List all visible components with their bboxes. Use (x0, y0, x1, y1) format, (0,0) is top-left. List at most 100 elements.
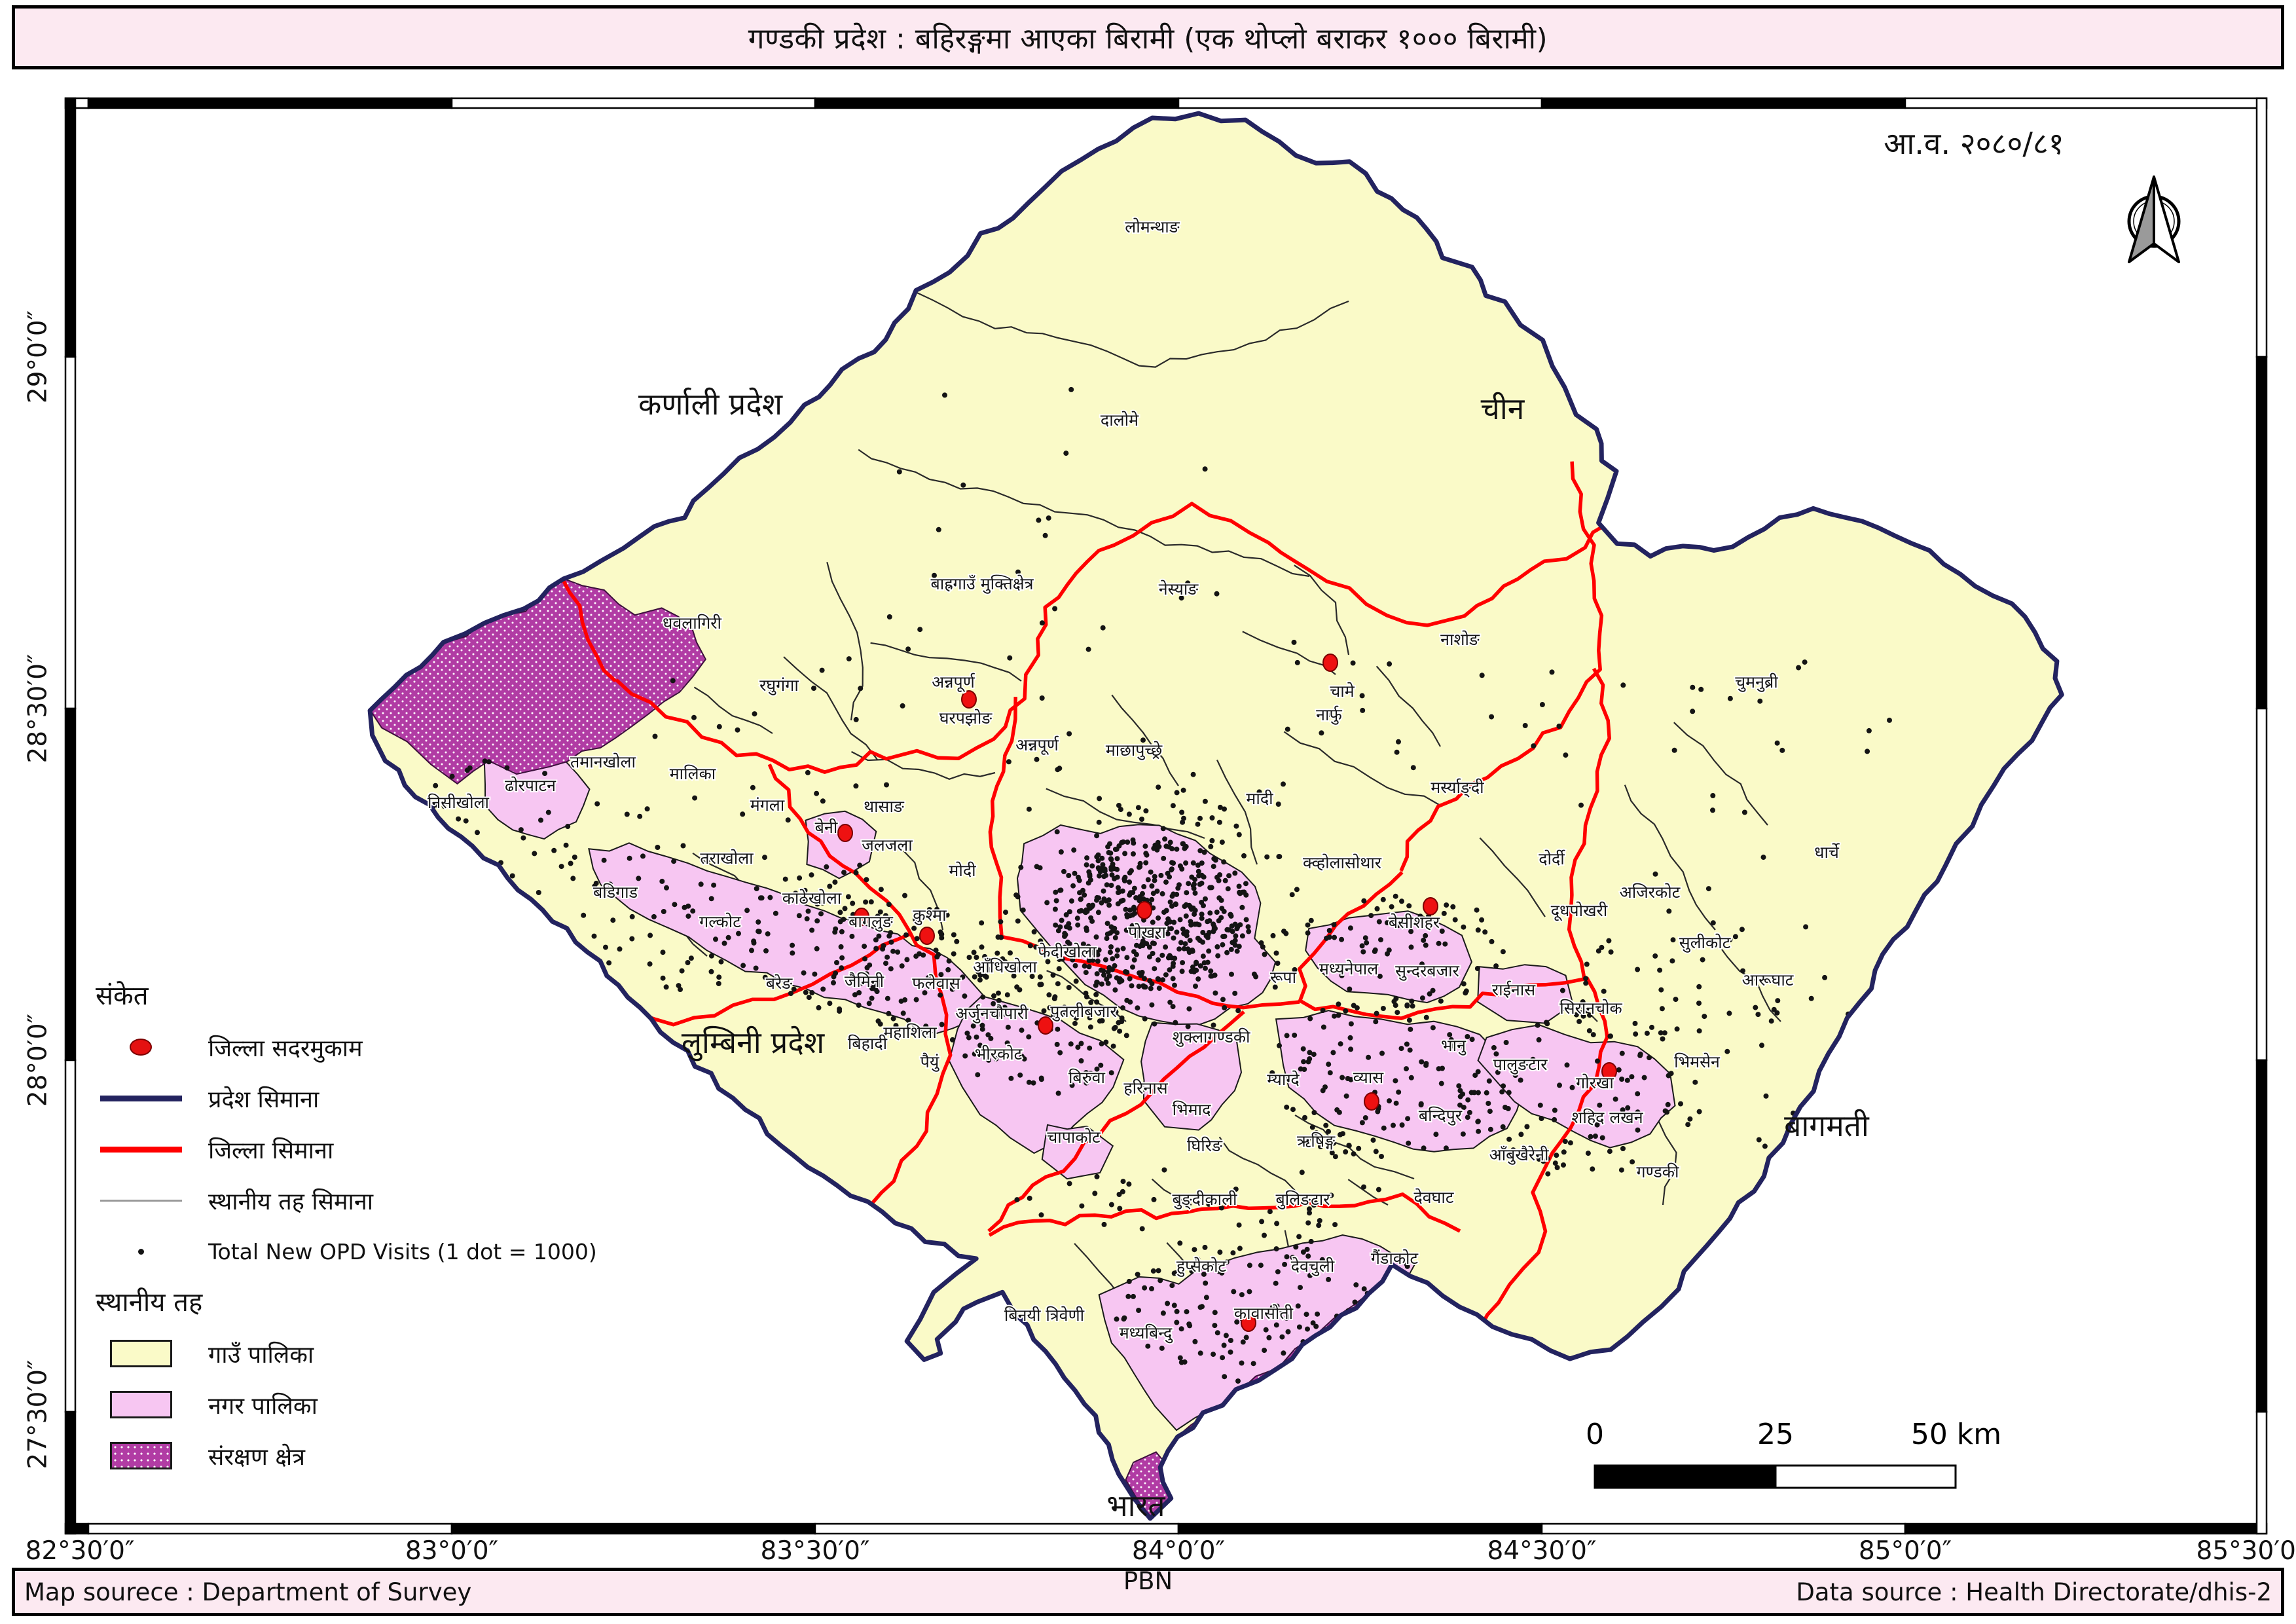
opd-visit-dots (415, 386, 1906, 1386)
map-label: धवलागिरी (663, 614, 721, 633)
map-label: सुन्दरबजार (1395, 961, 1459, 981)
map-label: बुलिङटार (1276, 1190, 1331, 1209)
map-label: नेस्याङ (1159, 580, 1199, 599)
map-label: पुतलीबजार (1050, 1002, 1117, 1022)
axis-label-longitude: 85°0′0″ (1858, 1536, 1952, 1566)
map-label: देवचुली (1291, 1257, 1335, 1276)
title-bar: गण्डकी प्रदेश : बहिरङ्गमा आएका बिरामी (ए… (12, 5, 2284, 69)
map-label: चुमनुब्री (1735, 673, 1778, 692)
legend-item-local-boundary: स्थानीय तह सिमाना (92, 1175, 484, 1226)
map-frame-border (64, 97, 2268, 1535)
map-source-note: Map sourece : Department of Survey (24, 1578, 472, 1606)
map-label: रघुगंगा (759, 676, 799, 695)
map-label: हरिनास (1123, 1079, 1168, 1098)
legend-item-nagarpalika: नगर पालिका (92, 1379, 484, 1430)
map-label: शहिद लखन (1571, 1108, 1643, 1127)
axis-label-longitude: 84°0′0″ (1131, 1536, 1226, 1566)
map-label: जैमिनी (845, 972, 884, 991)
map-label: बेसीशहर (1389, 913, 1440, 932)
map-label: व्यास (1353, 1068, 1385, 1087)
axis-label-longitude: 84°30′0″ (1487, 1536, 1597, 1566)
map-label: बिनयी त्रिवेणी (1004, 1306, 1085, 1325)
map-label: बेनी (815, 818, 838, 837)
map-label: बन्दिपुर (1419, 1106, 1463, 1126)
map-label: अर्जुनचौपारी (955, 1004, 1029, 1024)
map-label: शुक्लागण्डकी (1172, 1027, 1250, 1047)
map-label: अन्नपूर्ण (932, 673, 975, 692)
map-label: देवघाट (1413, 1188, 1453, 1207)
map-label: राईनास (1492, 980, 1536, 999)
data-source-note: Data source : Health Directorate/dhis-2 (1796, 1578, 2272, 1606)
legend-item-province-boundary: प्रदेश सिमाना (92, 1073, 484, 1124)
map-label: गोरखा (1576, 1073, 1614, 1092)
map-label: बुङ्दीकाली (1172, 1190, 1237, 1209)
map-label: निसीखोला (428, 793, 490, 812)
scale-bar-label: 25 (1757, 1418, 1794, 1451)
scale-bar: 0 25 50 km (1586, 1418, 2001, 1489)
map-label: महाशिला (883, 1023, 937, 1042)
map-label: मालिका (670, 764, 716, 783)
map-label: फेदीखोला (1038, 942, 1097, 961)
axis-label-latitude: 29°0′0″ (23, 310, 53, 404)
map-label: मर्स्याङ्दी (1430, 778, 1484, 798)
map-label: ऋषिङ्ग (1297, 1132, 1336, 1151)
map-label: ढोरपाटन (505, 776, 556, 795)
opd-dot-icon (137, 1248, 144, 1255)
district-hq-dots (837, 654, 1617, 1332)
map-label: क्व्होलासोथार (1303, 853, 1382, 872)
axis-label-longitude: 85°30′0″ (2196, 1536, 2296, 1566)
map-label: फलेवास (912, 974, 961, 993)
map-label: बिरुवा (1068, 1068, 1106, 1087)
map-label: माछापुच्छ्रे (1106, 741, 1163, 760)
province-area (370, 113, 2062, 1519)
district-boundaries (560, 461, 1611, 1331)
map-label: बाह्रगाउँ मुक्तिक्षेत्र (930, 574, 1034, 594)
axis-label-longitude: 83°0′0″ (405, 1536, 499, 1566)
map-label: कुश्मा (913, 906, 947, 925)
map-label: बागलुङ (848, 912, 894, 932)
fiscal-year-note: आ.व. २०८०/८१ (1884, 126, 2064, 161)
map-label: धार्चे (1814, 843, 1840, 862)
map-label: अन्नपूर्ण (1015, 735, 1059, 755)
map-label: घरपझोङ (939, 709, 993, 728)
province-boundary-line (367, 111, 2064, 1521)
map-label: भिमाद (1173, 1100, 1211, 1119)
nagarpalika-swatch (109, 1391, 172, 1418)
map-label: रूपा (1270, 968, 1297, 987)
region-label: कर्णाली प्रदेश (638, 386, 783, 422)
page-title: गण्डकी प्रदेश : बहिरङ्गमा आएका बिरामी (ए… (748, 22, 1548, 56)
legend-item-opd: Total New OPD Visits (1 dot = 1000) (92, 1226, 597, 1277)
axis-label-longitude: 83°30′0″ (760, 1536, 870, 1566)
map-label: कावासोती (1234, 1304, 1294, 1323)
north-arrow-icon (2127, 175, 2181, 263)
map-label: दालोमे (1101, 411, 1139, 430)
footer-bar: Map sourece : Department of Survey PBN D… (12, 1567, 2284, 1616)
legend-item-hq: जिल्ला सदरमुकाम (92, 1022, 484, 1073)
map-label: गण्डकी (1636, 1162, 1679, 1181)
region-label: लुम्बिनी प्रदेश (682, 1025, 825, 1061)
region-label: चीन (1481, 391, 1525, 426)
map-label: आँबुखैरेनी (1489, 1145, 1549, 1165)
map-label: चापाकोट (1047, 1128, 1101, 1147)
map-label: पोखरा (1128, 923, 1166, 942)
map-label: सुलीकोट (1679, 933, 1731, 953)
local-line-icon (100, 1199, 182, 1202)
map-label: आँधिखोला (973, 957, 1037, 976)
district-hq-icon (130, 1039, 152, 1056)
map-label: मध्यबिन्दु (1120, 1323, 1173, 1344)
legend: संकेत जिल्ला सदरमुकाम प्रदेश सिमाना जिल्… (92, 970, 597, 1481)
map-label: सिरानचोक (1559, 999, 1622, 1018)
map-label: मंगला (750, 796, 785, 815)
map-label: काठेखोला (782, 889, 842, 908)
sanrakshan-swatch (109, 1442, 172, 1469)
map-label: घिरिङ (1187, 1136, 1223, 1155)
map-label: पैयुं (920, 1052, 940, 1072)
map-label: जलजला (862, 836, 913, 855)
region-label: बागमती (1784, 1108, 1870, 1143)
map-label: चामे (1330, 682, 1355, 701)
map-label: मध्यनेपाल (1319, 959, 1379, 978)
axis-label-latitude: 28°30′0″ (23, 654, 53, 764)
axis-label-latitude: 27°30′0″ (23, 1359, 53, 1469)
